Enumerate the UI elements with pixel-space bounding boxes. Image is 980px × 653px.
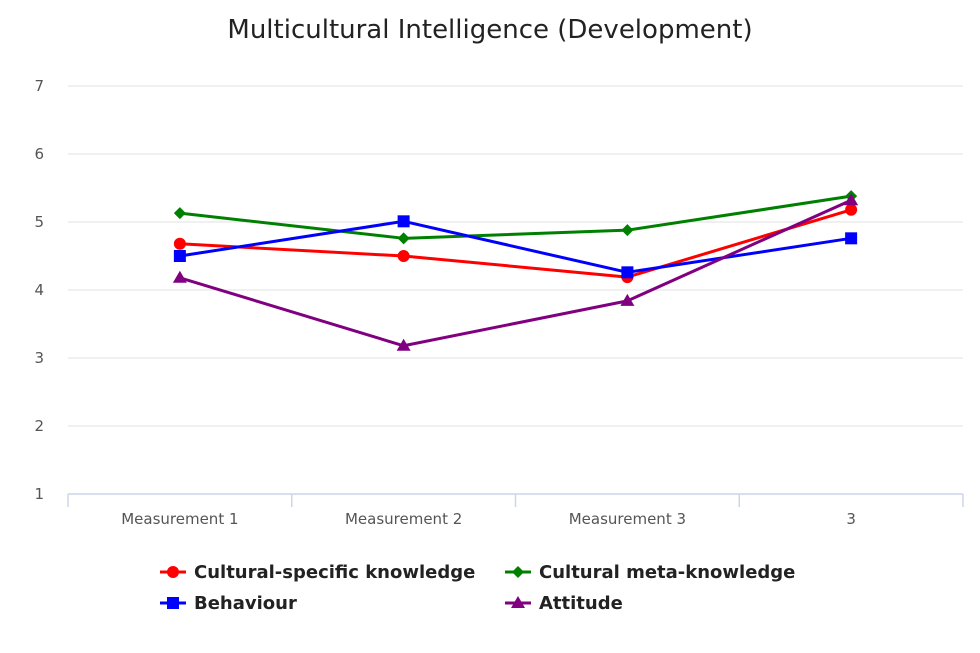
marker-square [167,597,179,609]
marker-triangle [511,596,525,608]
marker-circle [173,237,186,250]
x-tick-label: Measurement 2 [345,510,462,528]
legend-label: Behaviour [194,593,297,614]
x-tick-label: Measurement 1 [121,510,238,528]
marker-square [397,215,410,228]
x-tick-label: Measurement 3 [569,510,686,528]
x-tick-label: 3 [846,510,856,528]
legend-item: Cultural meta-knowledge [505,562,795,583]
marker-square [845,232,858,245]
y-tick-label: 6 [34,145,44,163]
series-behaviour [173,215,858,279]
marker-triangle [172,270,187,283]
series-line [179,208,852,279]
y-tick-label: 5 [34,213,44,231]
y-tick-label: 1 [34,485,44,503]
legend-item: Attitude [505,593,623,614]
marker-circle [167,566,179,578]
series-attitude [172,193,859,351]
y-tick-label: 7 [34,77,44,95]
chart-title: Multicultural Intelligence (Development) [227,15,752,45]
legend-label: Cultural-specific knowledge [194,562,475,583]
marker-diamond [173,207,186,220]
series-line [179,194,852,240]
legend: Cultural-specific knowledge Cultural meta… [160,562,795,614]
marker-diamond [621,224,634,237]
marker-circle [397,250,410,262]
grid [68,85,963,427]
y-tick-label: 4 [34,281,44,299]
marker-circle [845,203,858,216]
marker-diamond [397,232,410,245]
legend-label: Attitude [539,593,623,614]
series-layer [172,190,859,351]
series-cultural-meta-knowledge [173,190,858,245]
series-line [179,198,852,348]
y-tick-label: 2 [34,417,44,435]
y-tick-label: 3 [34,349,44,367]
series-line [179,219,852,274]
marker-square [173,250,186,262]
legend-label: Cultural meta-knowledge [539,562,795,583]
axes: 1 2 3 4 5 6 7 Measurement 1 Measurement 2 Measure… [34,77,964,528]
legend-item: Behaviour [160,593,297,614]
legend-item: Cultural-specific knowledge [160,562,475,583]
marker-triangle [396,338,411,351]
marker-square [621,266,634,279]
marker-diamond [512,566,524,578]
marker-triangle [620,293,635,306]
marker-triangle [844,193,859,206]
